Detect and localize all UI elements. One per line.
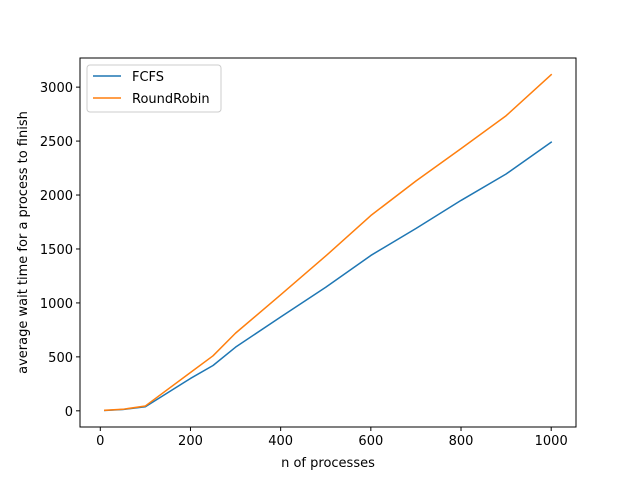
x-tick-label: 200	[178, 434, 203, 449]
legend-label-roundrobin: RoundRobin	[132, 92, 210, 107]
y-tick-label: 0	[65, 405, 73, 420]
y-tick-label: 2000	[40, 189, 73, 204]
series-line-fcfs	[104, 141, 553, 412]
y-tick-label: 2500	[40, 135, 73, 150]
y-tick-label: 3000	[40, 81, 73, 96]
plot-area	[80, 58, 576, 427]
x-axis-ticks: 0 200 400 600 800 1000	[96, 427, 568, 449]
x-tick-label: 0	[96, 434, 104, 449]
series-line-roundrobin	[104, 73, 553, 412]
legend: FCFS RoundRobin	[86, 64, 222, 113]
y-tick-label: 1000	[40, 297, 73, 312]
series-lines	[104, 73, 553, 412]
x-axis-label: n of processes	[281, 456, 375, 471]
y-axis-label: average wait time for a process to finis…	[16, 111, 31, 374]
y-tick-label: 1500	[40, 243, 73, 258]
x-tick-label: 600	[358, 434, 383, 449]
x-tick-label: 1000	[535, 434, 568, 449]
x-tick-label: 400	[268, 434, 293, 449]
legend-label-fcfs: FCFS	[132, 70, 164, 85]
plot-frame	[79, 57, 577, 428]
x-tick-label: 800	[449, 434, 474, 449]
y-axis-ticks: 0 500 1000 1500 2000 2500 3000	[40, 81, 80, 420]
y-tick-label: 500	[48, 351, 73, 366]
